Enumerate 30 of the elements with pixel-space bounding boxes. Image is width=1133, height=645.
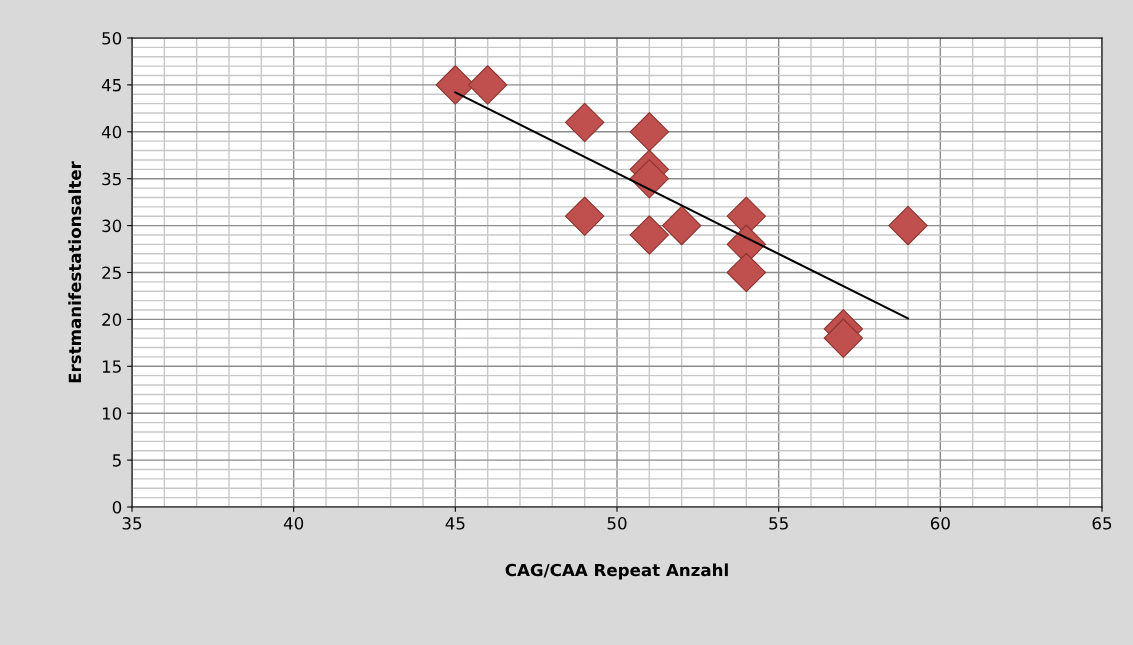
x-tick-label: 60 — [930, 517, 950, 530]
x-tick-label: 55 — [769, 517, 788, 530]
x-axis-title: CAG/CAA Repeat Anzahl — [505, 563, 728, 580]
y-tick-label: 25 — [102, 266, 121, 280]
x-tick-label: 50 — [607, 517, 627, 530]
x-tick-label: 40 — [283, 517, 304, 530]
point — [661, 205, 702, 246]
point — [888, 205, 928, 246]
x-tick-label: 65 — [1092, 517, 1112, 530]
point — [564, 196, 605, 236]
point — [629, 215, 670, 255]
point — [564, 102, 605, 143]
point — [629, 159, 670, 199]
y-tick-label: 15 — [102, 360, 121, 373]
point — [629, 112, 670, 152]
point — [726, 252, 767, 293]
point — [823, 318, 864, 358]
y-tick-label: 0 — [112, 500, 122, 514]
x-tick-label: 35 — [122, 517, 142, 530]
x-tick-label: 45 — [445, 517, 465, 530]
y-tick-label: 50 — [102, 31, 122, 45]
y-tick-label: 5 — [112, 454, 121, 467]
y-tick-label: 40 — [101, 125, 122, 139]
point — [467, 65, 508, 105]
y-tick-label: 35 — [102, 172, 121, 186]
y-tick-label: 30 — [102, 219, 122, 233]
y-tick-label: 10 — [102, 407, 122, 420]
y-tick-label: 45 — [101, 79, 121, 92]
y-axis-title: Erstmanifestationsalter — [68, 161, 82, 383]
y-tick-label: 20 — [102, 313, 122, 326]
